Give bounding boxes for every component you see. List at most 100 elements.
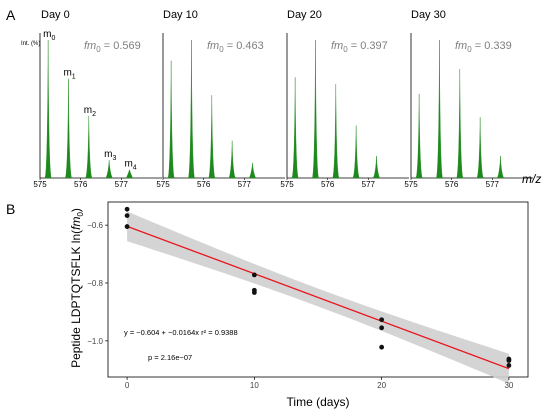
fm-label: fm0 = 0.397	[331, 40, 388, 54]
fm-value: = 0.463	[224, 40, 264, 52]
peak-label-sub: 0	[51, 35, 55, 42]
x-tick-label: 0	[125, 381, 130, 390]
fm-prefix: fm	[207, 40, 219, 52]
spectrum-x-tick-label: 577	[115, 180, 129, 189]
spectrum-x-tick-label: 576	[74, 180, 88, 189]
fm-sub: 0	[96, 45, 101, 54]
fm-value: = 0.339	[472, 40, 512, 52]
spectrum-peak	[476, 117, 484, 179]
spectra-x-axis-label: m/z	[522, 172, 541, 186]
data-point	[124, 213, 130, 218]
peak-label: m3	[104, 149, 116, 162]
spectrum-peak	[65, 78, 72, 179]
y-axis-label-main: Peptide LDPTQTSFLK ln(	[69, 230, 83, 368]
spectrum-peak	[188, 39, 195, 179]
spectrum-peak	[352, 125, 360, 179]
spectrum-x-tick-label: 575	[33, 180, 47, 189]
data-point	[124, 206, 130, 212]
y-axis-label: Peptide LDPTQTSFLK ln(fm0)	[69, 208, 85, 368]
data-point	[506, 358, 512, 363]
data-point	[379, 317, 385, 323]
spectra-y-axis-label: Int. (%)	[21, 41, 40, 47]
spectrum-title: Day 10	[163, 9, 198, 21]
data-point	[379, 344, 385, 350]
peak-label-sub: 3	[112, 155, 116, 162]
spectrum-x-tick-label: 575	[404, 180, 418, 189]
spectrum-peak	[436, 39, 443, 179]
spectrum-peak	[373, 155, 380, 179]
spectrum-peak	[167, 60, 175, 179]
fm-sub: 0	[343, 45, 348, 54]
x-tick-label: 30	[504, 381, 513, 390]
data-point	[251, 290, 257, 295]
data-point	[506, 363, 512, 368]
x-axis-label: Time (days)	[287, 395, 350, 409]
peak-label-m: m	[84, 105, 92, 116]
y-axis-label-close: )	[69, 208, 83, 212]
y-axis-label-sub: 0	[76, 212, 85, 217]
plot-frame	[107, 201, 529, 378]
spectrum-peak	[208, 95, 216, 179]
fit-line	[126, 225, 510, 370]
spectrum-peak	[312, 39, 319, 179]
spectrum-x-tick-label: 576	[197, 180, 211, 189]
spectrum-x-tick-label: 576	[445, 180, 459, 189]
fm-label: fm0 = 0.339	[455, 40, 512, 54]
spectrum-x-tick-label: 575	[156, 180, 170, 189]
regression-equation: y = −0.604 + −0.0164x r² = 0.9388	[124, 328, 238, 337]
peak-label: m4	[124, 159, 136, 172]
spectrum-peak	[497, 155, 504, 179]
spectrum-peak	[105, 160, 113, 179]
regression-pvalue: p = 2.16e−07	[148, 353, 192, 362]
spectrum-x-tick-label: 577	[362, 180, 376, 189]
peak-label-m: m	[104, 149, 112, 160]
fm-sub: 0	[467, 45, 472, 54]
spectrum-peak	[85, 115, 93, 179]
peak-label-sub: 4	[133, 165, 137, 172]
peak-label-sub: 2	[92, 111, 96, 118]
y-tick-label: −1.0	[87, 337, 103, 346]
regression-plot: 0 10 20 30 −0.6 −0.8 −1.0 y = −0.604 + −0.0164x…	[87, 201, 529, 390]
spectrum-peak	[44, 39, 52, 179]
y-tick-label: −0.8	[87, 279, 103, 288]
spectrum-peak	[415, 93, 423, 179]
fm-sub: 0	[219, 45, 224, 54]
fm-prefix: fm	[84, 40, 96, 52]
panel-a-label: A	[6, 7, 16, 23]
x-tick-label: 10	[250, 381, 259, 390]
y-axis-label-italic: fm	[69, 217, 83, 230]
fm-prefix: fm	[455, 40, 467, 52]
peak-label: m2	[84, 105, 96, 118]
spectrum-panel-1: Day 10 fm0 = 0.463 575 576 577	[156, 9, 285, 189]
spectrum-title: Day 0	[41, 9, 70, 21]
spectrum-peak	[332, 84, 340, 179]
peak-label: m0	[43, 29, 55, 42]
peak-label: m1	[63, 68, 75, 81]
y-tick-label: −0.6	[87, 221, 103, 230]
spectrum-peak	[291, 77, 299, 179]
spectrum-x-tick-label: 576	[321, 180, 335, 189]
spectrum-x-tick-label: 577	[486, 180, 500, 189]
fm-value: = 0.397	[348, 40, 388, 52]
spectrum-panel-2: Day 20 fm0 = 0.397 575 576 577	[280, 9, 409, 189]
fm-value: = 0.569	[101, 40, 141, 52]
spectrum-peak	[126, 168, 133, 179]
fm-label: fm0 = 0.569	[84, 40, 141, 54]
spectrum-title: Day 30	[411, 9, 446, 21]
peak-label-sub: 1	[72, 74, 76, 81]
x-tick-label: 20	[377, 381, 386, 390]
spectrum-peak	[249, 162, 256, 179]
spectrum-x-tick-label: 577	[238, 180, 252, 189]
data-point	[379, 325, 385, 331]
spectrum-peak	[228, 140, 236, 179]
peak-label-m: m	[124, 159, 132, 170]
spectrum-title: Day 20	[287, 9, 322, 21]
peak-label-m: m	[63, 68, 71, 79]
spectrum-peak	[456, 68, 464, 179]
spectrum-x-tick-label: 575	[280, 180, 294, 189]
peak-label-m: m	[43, 29, 51, 40]
fm-label: fm0 = 0.463	[207, 40, 264, 54]
